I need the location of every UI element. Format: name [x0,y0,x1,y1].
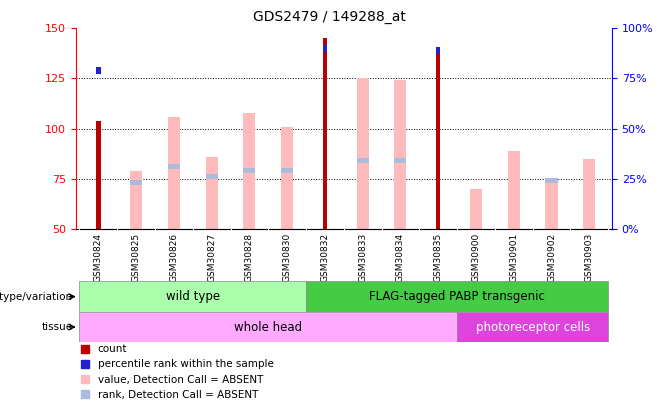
Text: GSM30901: GSM30901 [509,232,519,282]
Bar [80,312,457,342]
Bar [306,281,608,312]
Text: FLAG-tagged PABP transgenic: FLAG-tagged PABP transgenic [369,290,545,303]
Text: GSM30830: GSM30830 [283,232,291,282]
Bar [357,79,368,229]
Text: GSM30903: GSM30903 [585,232,594,282]
Text: GSM30833: GSM30833 [358,232,367,282]
Text: GSM30826: GSM30826 [169,232,178,281]
Bar [545,181,557,229]
Bar [205,157,218,229]
Bar [96,121,101,229]
Bar [357,158,368,163]
Bar [96,67,101,74]
Text: whole head: whole head [234,320,302,334]
Bar [508,151,520,229]
Bar [281,127,293,229]
Text: GSM30824: GSM30824 [94,232,103,281]
Bar [457,312,608,342]
Bar [243,113,255,229]
Bar [130,180,142,185]
Bar [394,81,407,229]
Bar [436,52,440,229]
Bar [436,47,440,54]
Bar [243,168,255,173]
Text: GSM30827: GSM30827 [207,232,216,281]
Text: GSM30902: GSM30902 [547,232,556,281]
Text: GSM30832: GSM30832 [320,232,330,281]
Bar [281,168,293,173]
Text: genotype/variation: genotype/variation [0,292,72,302]
Text: wild type: wild type [166,290,220,303]
Bar [322,45,327,52]
Text: GSM30835: GSM30835 [434,232,443,282]
Text: tissue: tissue [41,322,72,332]
Text: GDS2479 / 149288_at: GDS2479 / 149288_at [253,10,405,24]
Bar [168,117,180,229]
Bar [470,189,482,229]
Bar [322,38,327,229]
Bar [394,158,407,163]
Text: GSM30825: GSM30825 [132,232,141,281]
Text: GSM30834: GSM30834 [396,232,405,281]
Bar [168,164,180,169]
Bar [583,159,595,229]
Text: GSM30828: GSM30828 [245,232,254,281]
Bar [80,281,306,312]
Legend: count, percentile rank within the sample, value, Detection Call = ABSENT, rank, : count, percentile rank within the sample… [81,344,274,400]
Bar [205,174,218,179]
Text: GSM30900: GSM30900 [472,232,480,282]
Bar [130,171,142,229]
Bar [545,178,557,183]
Text: photoreceptor cells: photoreceptor cells [476,320,590,334]
